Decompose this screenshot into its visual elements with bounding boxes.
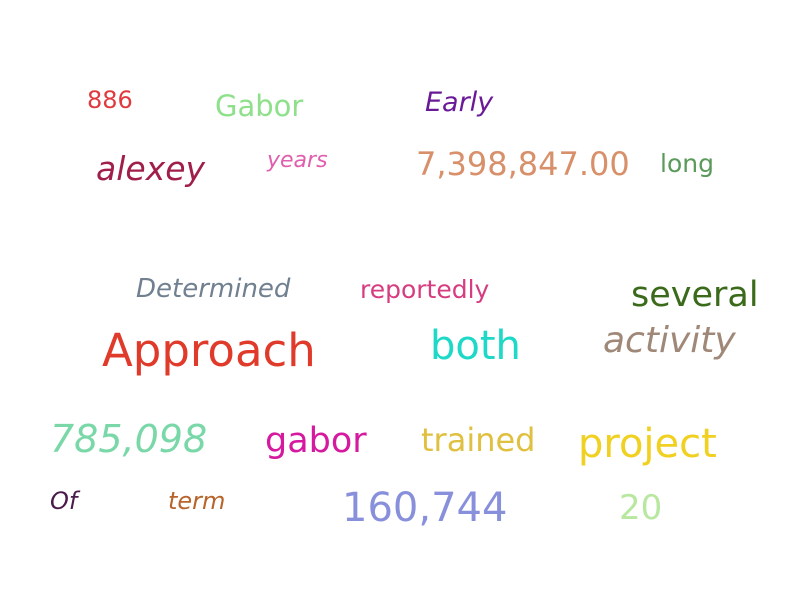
word-early: Early <box>425 87 494 118</box>
word-activity: activity <box>603 320 736 361</box>
word-both: both <box>430 323 521 369</box>
word-term: term <box>168 487 226 515</box>
word-of: Of <box>50 487 78 515</box>
word-gabor-capital: Gabor <box>215 89 304 123</box>
word-determined: Determined <box>136 274 291 304</box>
word-886: 886 <box>87 86 133 114</box>
word-approach: Approach <box>102 324 316 377</box>
word-trained: trained <box>421 421 536 459</box>
word-785098: 785,098 <box>50 417 208 461</box>
word-20: 20 <box>619 488 663 528</box>
word-project: project <box>578 421 717 467</box>
word-gabor: gabor <box>265 421 367 461</box>
word-long: long <box>660 149 714 178</box>
word-reportedly: reportedly <box>360 275 490 304</box>
word-several: several <box>631 275 759 315</box>
word-alexey: alexey <box>96 149 206 188</box>
word-amount: 7,398,847.00 <box>416 145 630 183</box>
word-160744: 160,744 <box>342 485 508 531</box>
word-years: years <box>267 148 328 173</box>
